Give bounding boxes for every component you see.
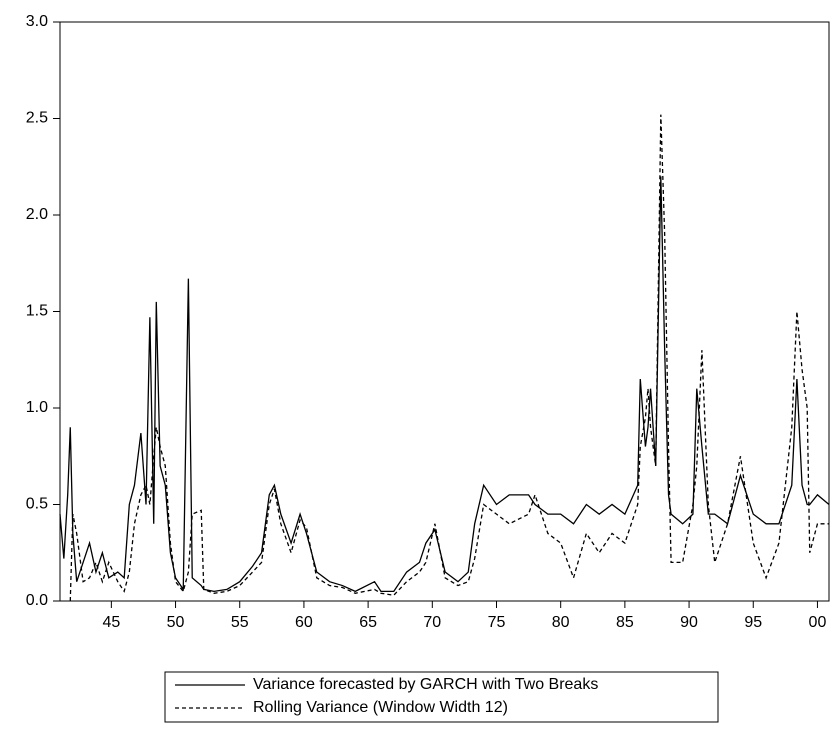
y-tick-label: 0.0	[26, 592, 48, 609]
y-tick-label: 2.5	[26, 110, 48, 127]
x-tick-label: 70	[423, 614, 441, 631]
y-tick-label: 1.5	[26, 303, 48, 320]
y-tick-label: 3.0	[26, 13, 48, 30]
x-tick-label: 90	[680, 614, 698, 631]
x-tick-label: 85	[616, 614, 634, 631]
legend-label: Rolling Variance (Window Width 12)	[253, 699, 508, 716]
x-tick-label: 60	[295, 614, 313, 631]
x-tick-label: 00	[809, 614, 827, 631]
y-tick-label: 2.0	[26, 206, 48, 223]
x-tick-label: 65	[359, 614, 377, 631]
y-tick-label: 0.5	[26, 496, 48, 513]
x-tick-label: 55	[231, 614, 249, 631]
series-line	[69, 114, 829, 602]
x-tick-label: 45	[102, 614, 120, 631]
y-tick-label: 1.0	[26, 399, 48, 416]
legend-label: Variance forecasted by GARCH with Two Br…	[253, 676, 598, 693]
x-tick-label: 95	[744, 614, 762, 631]
x-tick-label: 50	[167, 614, 185, 631]
x-tick-label: 80	[552, 614, 570, 631]
series-line	[59, 176, 830, 593]
x-tick-label: 75	[488, 614, 506, 631]
legend-box	[164, 671, 719, 723]
